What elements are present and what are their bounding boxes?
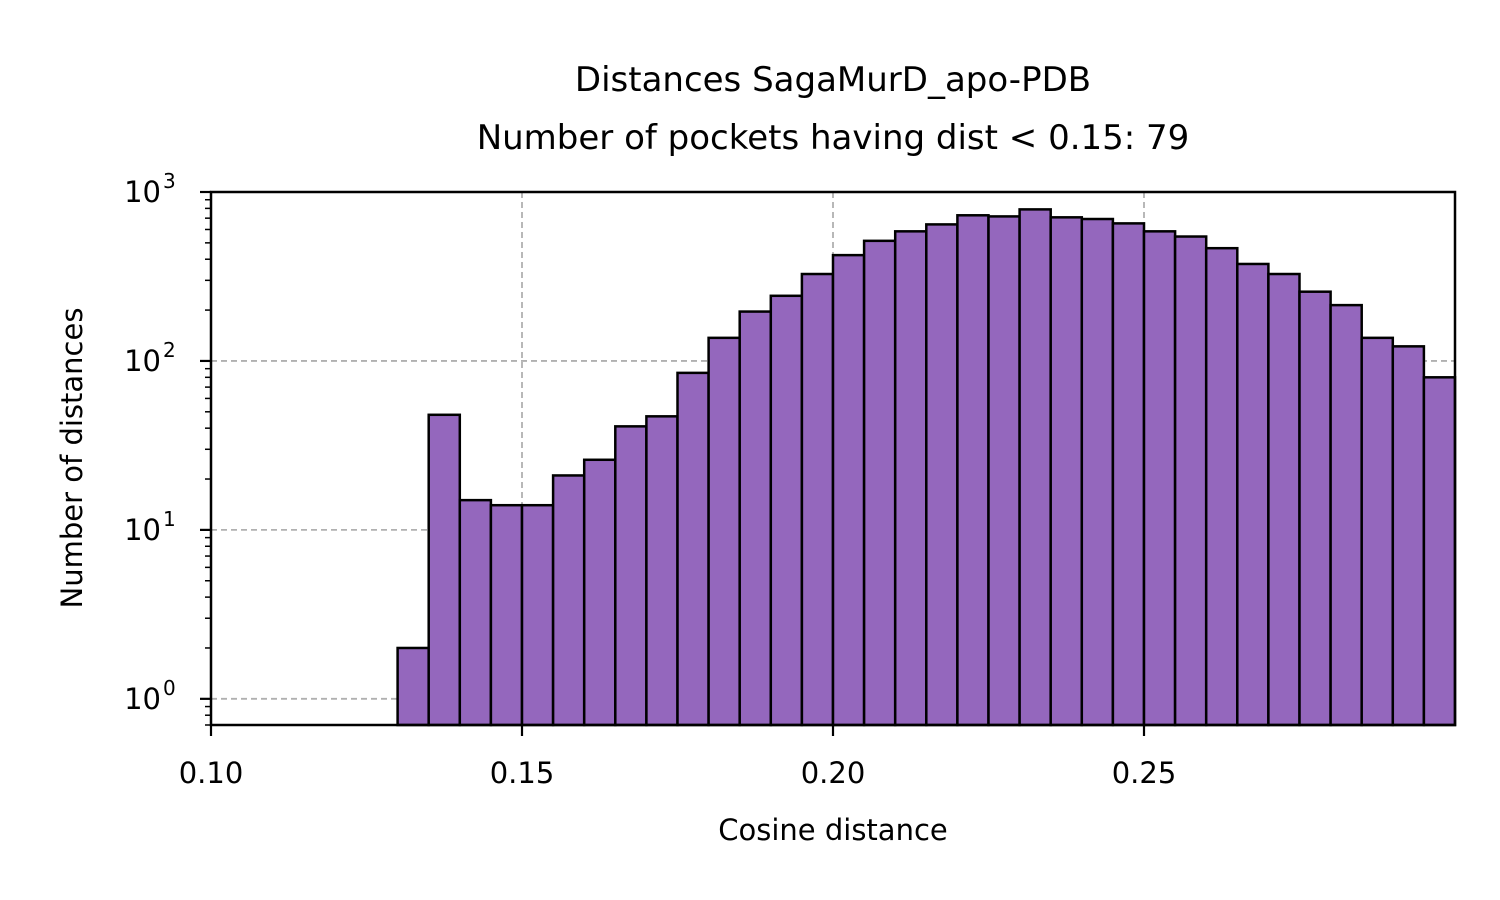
x-axis-label: Cosine distance [718,813,947,847]
histogram-bar [1080,217,1115,727]
histogram-bar [738,310,773,727]
histogram-bar [1329,303,1363,727]
histogram-bar [645,415,679,727]
histogram-bars [396,208,1457,727]
chart-subtitle: Number of pockets having dist < 0.15: 79 [477,118,1190,158]
histogram-bar [1018,208,1052,727]
histogram-bar [862,239,897,727]
y-tick-label: 10 [124,175,161,209]
histogram-bar [1049,216,1084,727]
y-tick-label: 10 [124,682,161,716]
histogram-bar [396,646,430,727]
histogram-bar [769,294,804,727]
histogram-bar [1360,336,1395,727]
histogram-bar [1391,345,1426,727]
histogram-bar [582,458,617,727]
x-tick-label: 0.20 [801,756,866,790]
histogram-bar [1173,235,1208,727]
histogram-bar [551,474,586,727]
chart-title: Distances SagaMurD_apo-PDB [575,60,1091,100]
histogram-bar [1142,230,1177,727]
histogram-bar [458,498,493,727]
histogram-bar [1298,290,1332,727]
histogram-bar [707,336,741,727]
histogram-bar [925,223,959,727]
histogram-bar [956,214,990,727]
y-tick-exponent: 3 [163,169,176,193]
y-tick-exponent: 0 [163,676,176,700]
histogram-bar [800,272,835,727]
x-tick-label: 0.10 [179,756,244,790]
histogram-bar [1422,376,1457,727]
histogram-bar [1236,262,1270,727]
histogram-bar [831,253,866,727]
histogram-bar [676,371,710,727]
histogram-bar [1267,272,1301,727]
histogram-bar [520,503,555,727]
x-tick-label: 0.25 [1112,756,1177,790]
x-tick-label: 0.15 [490,756,555,790]
y-tick-exponent: 2 [163,338,176,362]
histogram-bar [489,503,524,727]
histogram-bar [427,413,462,727]
histogram-bar [987,215,1021,727]
histogram-bar [614,425,648,727]
histogram-bar [893,230,928,727]
y-axis-label: Number of distances [55,308,89,609]
plot-frame [209,190,1457,727]
y-tick-label: 10 [124,344,161,378]
y-tick-label: 10 [124,513,161,547]
histogram-bar [1111,222,1146,727]
histogram-bar [1204,246,1239,727]
y-tick-exponent: 1 [163,507,176,531]
